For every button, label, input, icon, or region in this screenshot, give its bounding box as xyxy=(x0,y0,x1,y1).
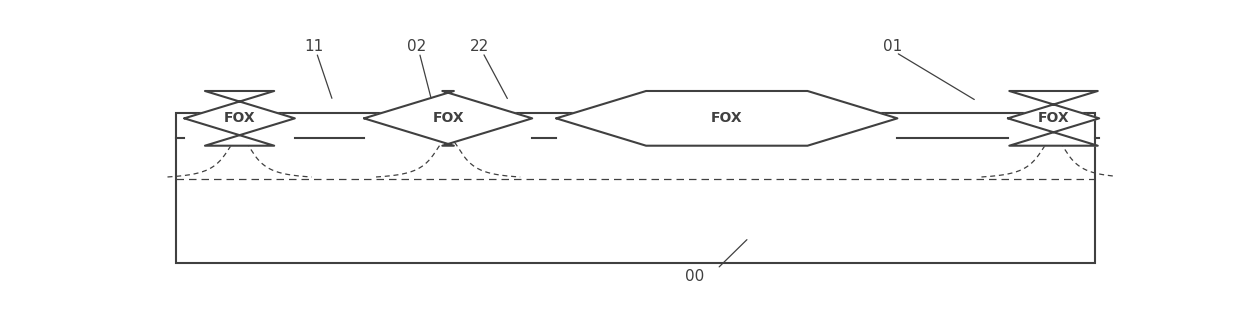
Text: FOX: FOX xyxy=(223,111,255,125)
Polygon shape xyxy=(557,91,898,146)
Text: 02: 02 xyxy=(407,39,427,54)
Text: FOX: FOX xyxy=(433,111,464,125)
Text: 01: 01 xyxy=(883,39,903,54)
Text: FOX: FOX xyxy=(711,111,743,125)
Polygon shape xyxy=(185,91,295,146)
Text: 00: 00 xyxy=(686,269,704,284)
Text: FOX: FOX xyxy=(1038,111,1069,125)
Polygon shape xyxy=(1008,91,1099,146)
Text: 11: 11 xyxy=(304,39,324,54)
Bar xyxy=(176,113,1095,263)
Text: 22: 22 xyxy=(470,39,490,54)
Polygon shape xyxy=(365,91,532,146)
